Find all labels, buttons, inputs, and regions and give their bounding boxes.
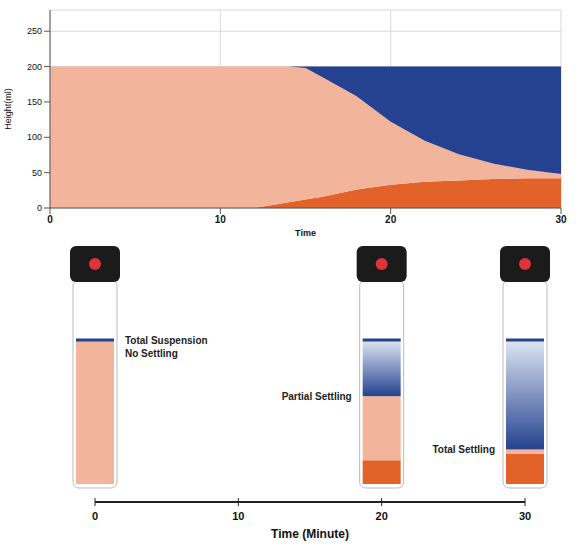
svg-text:10: 10 <box>232 510 244 522</box>
svg-text:Height(ml): Height(ml) <box>3 88 13 130</box>
svg-text:200: 200 <box>27 62 42 72</box>
svg-text:0: 0 <box>37 203 42 213</box>
svg-text:30: 30 <box>555 214 567 225</box>
svg-text:50: 50 <box>32 168 42 178</box>
svg-text:20: 20 <box>385 214 397 225</box>
svg-text:Total Suspension: Total Suspension <box>125 335 208 346</box>
svg-text:150: 150 <box>27 97 42 107</box>
svg-text:0: 0 <box>47 214 53 225</box>
svg-text:20: 20 <box>376 510 388 522</box>
svg-text:Time (Minute): Time (Minute) <box>271 527 349 541</box>
svg-text:100: 100 <box>27 132 42 142</box>
svg-text:0: 0 <box>92 510 98 522</box>
svg-text:10: 10 <box>215 214 227 225</box>
svg-text:Time: Time <box>295 228 316 238</box>
svg-text:Total Settling: Total Settling <box>432 444 495 455</box>
svg-text:250: 250 <box>27 26 42 36</box>
svg-text:No Settling: No Settling <box>125 348 178 359</box>
svg-text:30: 30 <box>519 510 531 522</box>
svg-text:Partial Settling: Partial Settling <box>282 391 352 402</box>
